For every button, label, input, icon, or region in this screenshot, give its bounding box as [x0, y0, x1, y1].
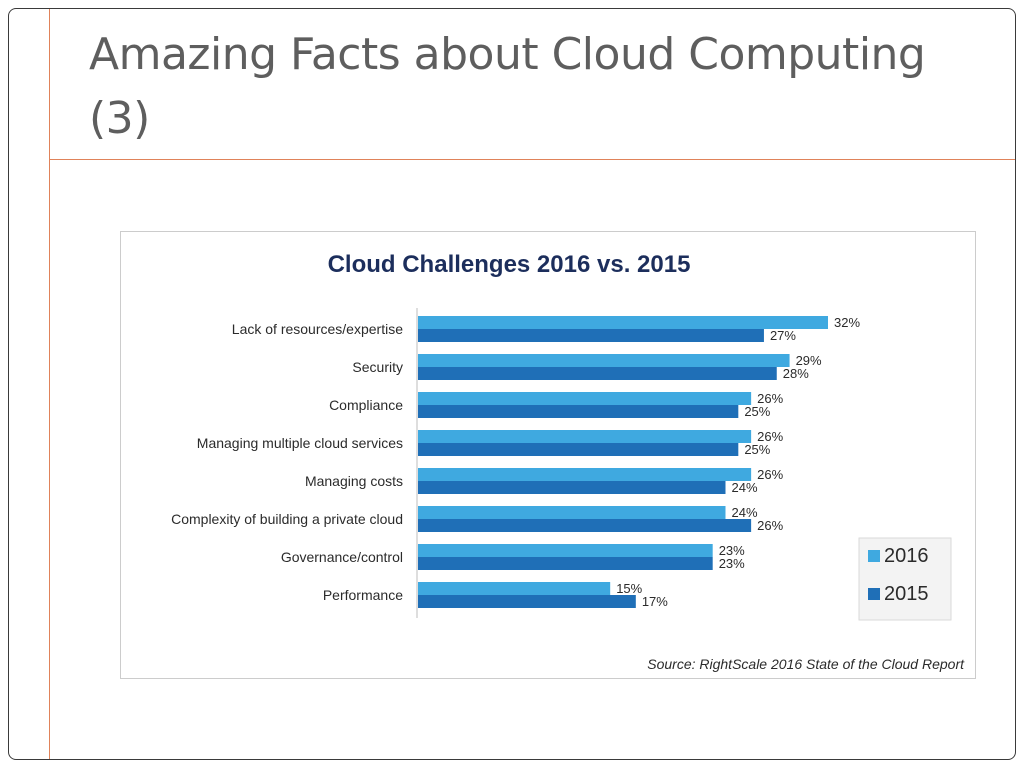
data-label-2016: 24% [732, 505, 758, 520]
chart-frame: Cloud Challenges 2016 vs. 2015 Lack of r… [120, 231, 976, 679]
legend-label-2015: 2015 [884, 583, 929, 605]
bar-2016 [418, 468, 752, 481]
bar-2015 [418, 519, 752, 532]
bar-2016 [418, 354, 790, 367]
bar-2016 [418, 316, 828, 329]
bar-2015 [418, 595, 636, 608]
category-label: Governance/control [281, 549, 403, 565]
data-label-2015: 25% [744, 442, 770, 457]
bars-layer: Lack of resources/expertise 32% 27% Securit… [171, 315, 860, 609]
bar-chart: Cloud Challenges 2016 vs. 2015 Lack of r… [171, 251, 965, 672]
data-label-2015: 26% [757, 518, 783, 533]
slide-horizontal-rule [49, 159, 1015, 160]
bar-2015 [418, 443, 739, 456]
data-label-2016: 15% [616, 581, 642, 596]
bar-2016 [418, 544, 713, 557]
category-label: Managing multiple cloud services [197, 435, 403, 451]
slide-vertical-rule [49, 9, 50, 759]
data-label-2015: 28% [783, 366, 809, 381]
category-label: Performance [323, 587, 403, 603]
category-label: Managing costs [305, 473, 403, 489]
slide: Amazing Facts about Cloud Computing (3) … [8, 8, 1016, 760]
data-label-2015: 17% [642, 594, 668, 609]
slide-title: Amazing Facts about Cloud Computing (3) [89, 29, 926, 144]
category-label: Complexity of building a private cloud [171, 511, 403, 527]
legend-swatch-2016 [868, 550, 880, 562]
data-label-2015: 23% [719, 556, 745, 571]
data-label-2016: 29% [796, 353, 822, 368]
data-label-2016: 23% [719, 543, 745, 558]
bar-2016 [418, 430, 752, 443]
legend: 2016 2015 [858, 537, 952, 621]
category-label: Security [352, 359, 403, 375]
legend-label-2016: 2016 [884, 545, 929, 567]
bar-2016 [418, 506, 726, 519]
bar-2015 [418, 481, 726, 494]
data-label-2016: 32% [834, 315, 860, 330]
bar-2016 [418, 392, 752, 405]
chart-source: Source: RightScale 2016 State of the Clo… [647, 656, 965, 672]
bar-2015 [418, 329, 764, 342]
bar-2016 [418, 582, 611, 595]
data-label-2015: 24% [732, 480, 758, 495]
bar-2015 [418, 405, 739, 418]
data-label-2016: 26% [757, 467, 783, 482]
chart-title: Cloud Challenges 2016 vs. 2015 [328, 251, 691, 278]
category-label: Compliance [329, 397, 403, 413]
bar-2015 [418, 367, 777, 380]
data-label-2016: 26% [757, 429, 783, 444]
data-label-2015: 25% [744, 404, 770, 419]
category-label: Lack of resources/expertise [232, 321, 403, 337]
legend-swatch-2015 [868, 588, 880, 600]
bar-2015 [418, 557, 713, 570]
data-label-2016: 26% [757, 391, 783, 406]
data-label-2015: 27% [770, 328, 796, 343]
